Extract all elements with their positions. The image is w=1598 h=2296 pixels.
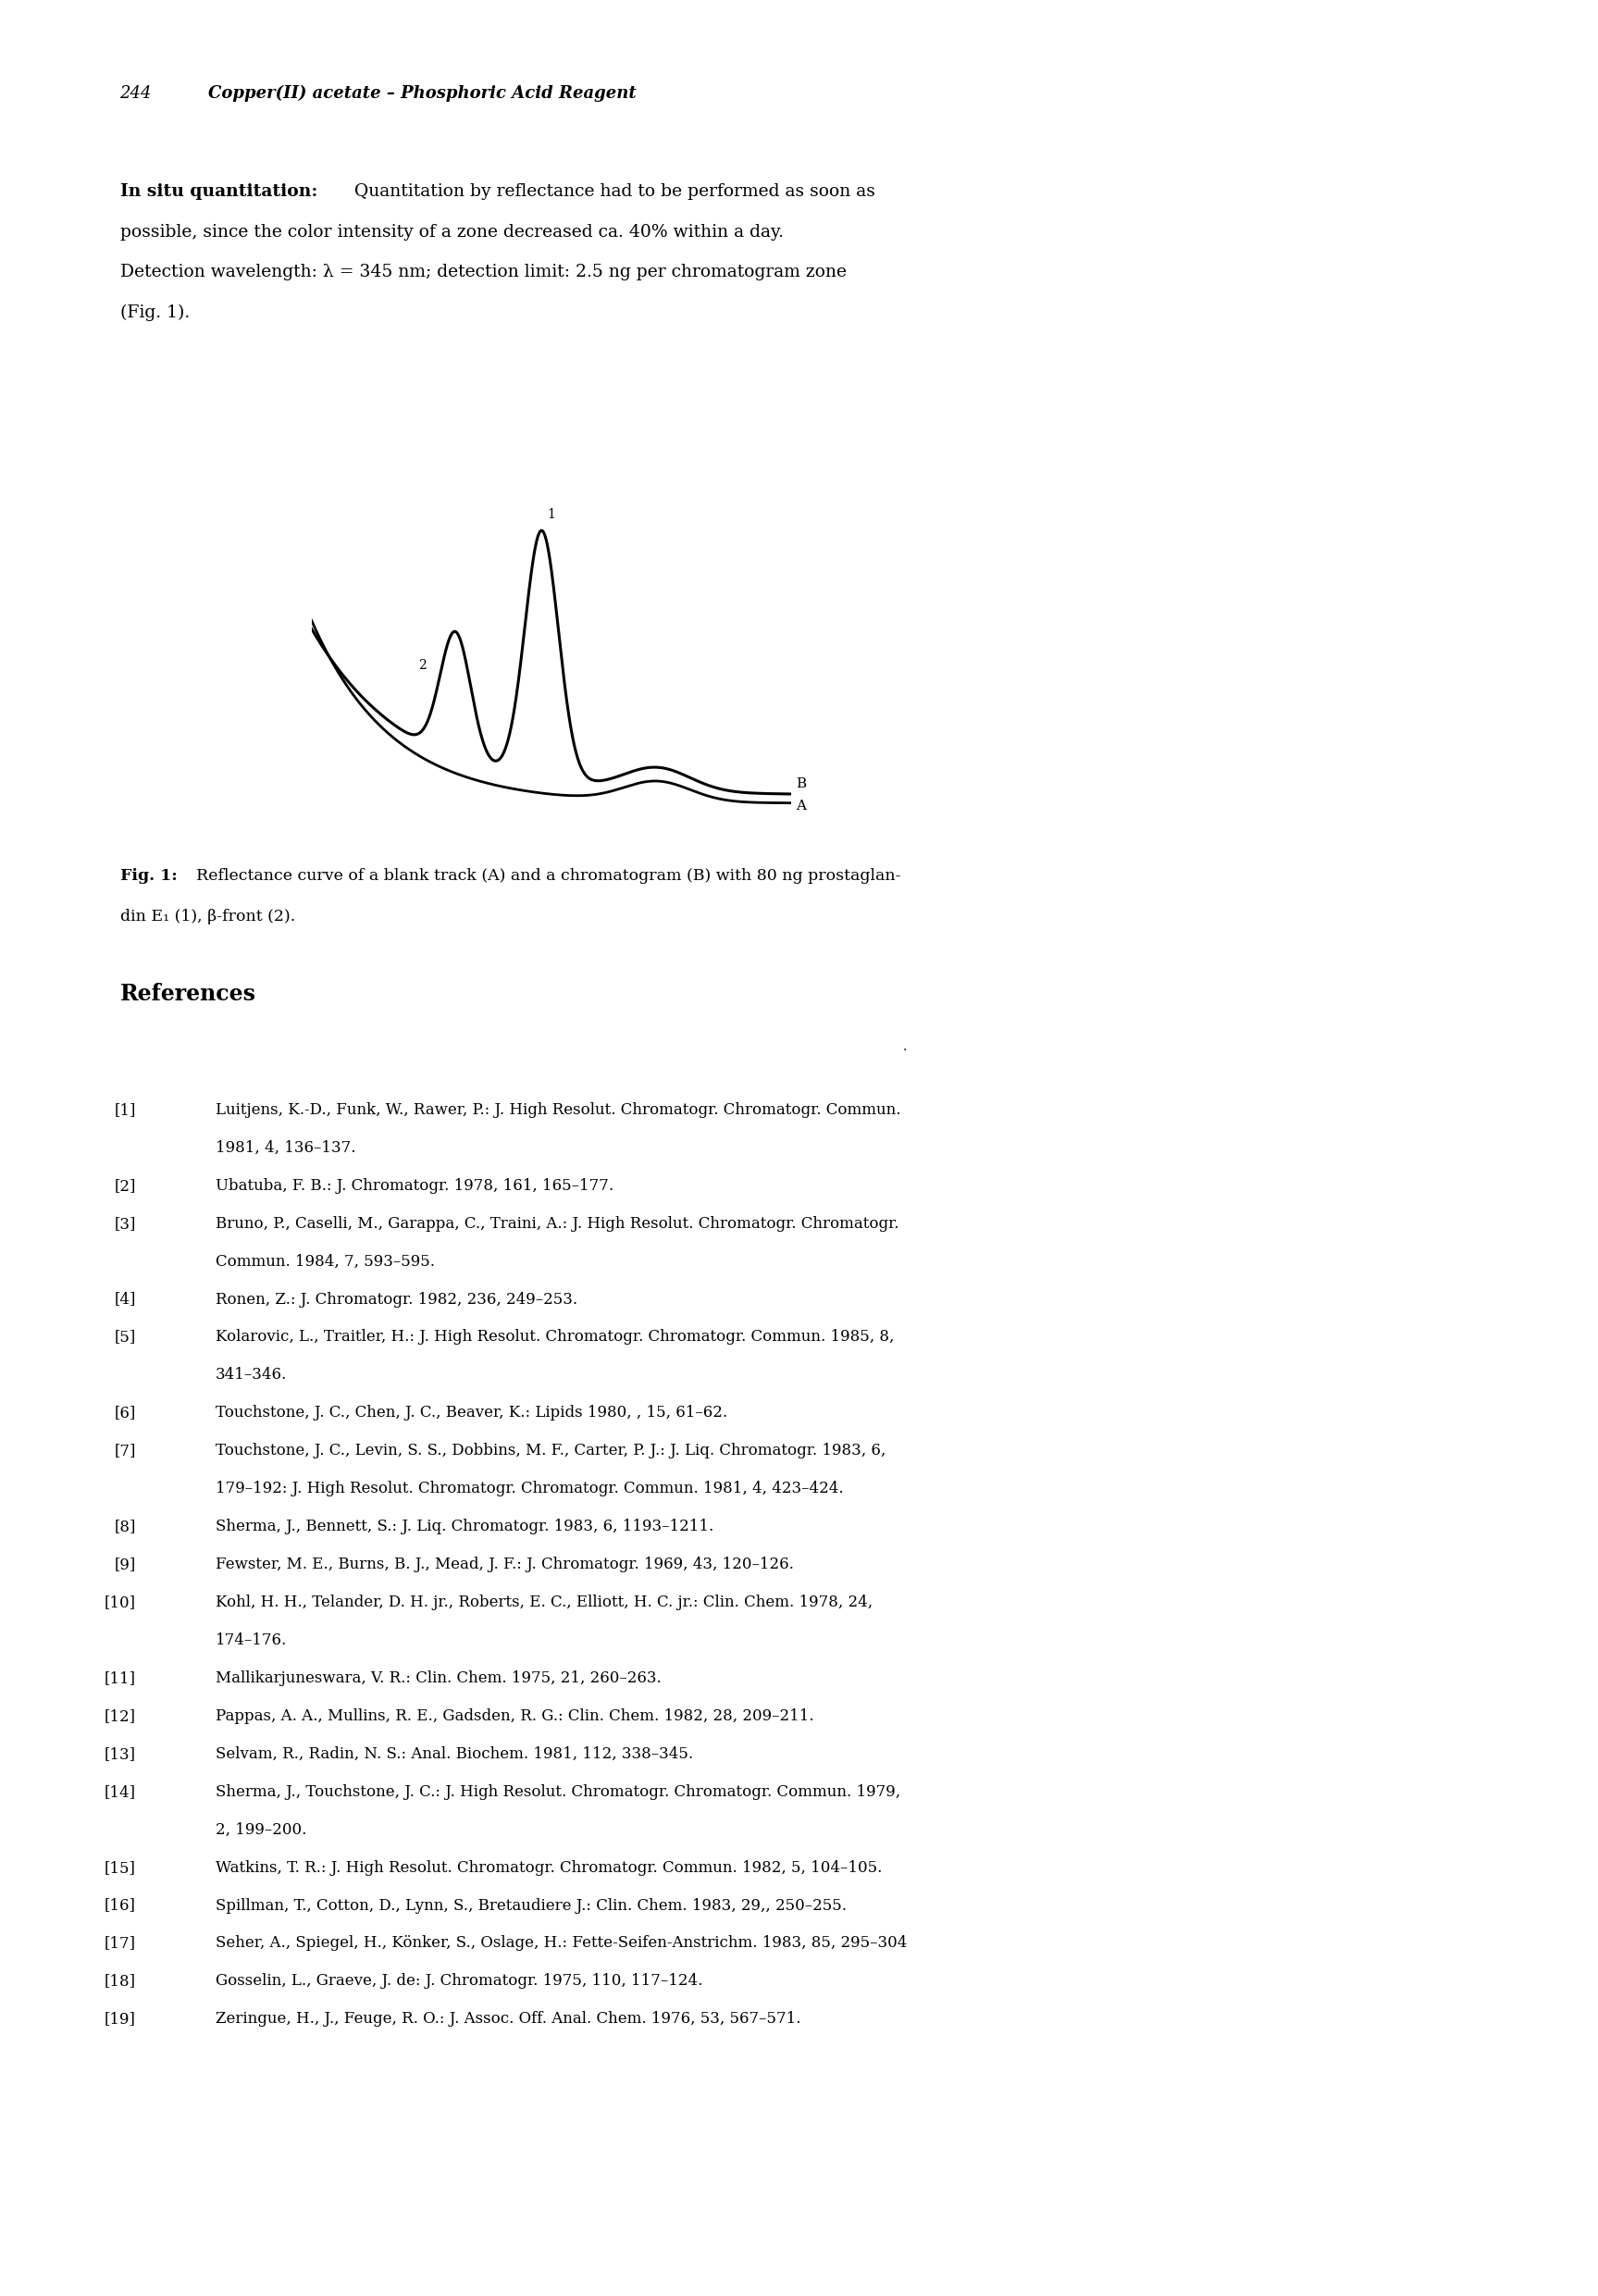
Text: Ronen, Z.: J. Chromatogr. 1982, 236, 249–253.: Ronen, Z.: J. Chromatogr. 1982, 236, 249… [216,1290,577,1306]
Text: possible, since the color intensity of a zone decreased ca. 40% within a day.: possible, since the color intensity of a… [120,223,783,241]
Text: Touchstone, J. C., Levin, S. S., Dobbins, M. F., Carter, P. J.: J. Liq. Chromato: Touchstone, J. C., Levin, S. S., Dobbins… [216,1444,885,1458]
Text: Sherma, J., Bennett, S.: J. Liq. Chromatogr. 1983, 6, 1193–1211.: Sherma, J., Bennett, S.: J. Liq. Chromat… [216,1520,714,1534]
Text: 1: 1 [547,507,555,521]
Text: A: A [796,799,805,813]
Text: [14]: [14] [104,1784,136,1800]
Text: Watkins, T. R.: J. High Resolut. Chromatogr. Chromatogr. Commun. 1982, 5, 104–10: Watkins, T. R.: J. High Resolut. Chromat… [216,1860,882,1876]
Text: [9]: [9] [115,1557,136,1573]
Text: [6]: [6] [115,1405,136,1421]
Text: Touchstone, J. C., Chen, J. C., Beaver, K.: Lipids 1980, , 15, 61–62.: Touchstone, J. C., Chen, J. C., Beaver, … [216,1405,727,1421]
Text: [8]: [8] [113,1520,136,1534]
Text: 1981, 4, 136–137.: 1981, 4, 136–137. [216,1139,356,1155]
Text: Kohl, H. H., Telander, D. H. jr., Roberts, E. C., Elliott, H. C. jr.: Clin. Chem: Kohl, H. H., Telander, D. H. jr., Robert… [216,1596,873,1609]
Text: 179–192: J. High Resolut. Chromatogr. Chromatogr. Commun. 1981, 4, 423–424.: 179–192: J. High Resolut. Chromatogr. Ch… [216,1481,844,1497]
Text: Quantitation by reflectance had to be performed as soon as: Quantitation by reflectance had to be pe… [355,184,876,200]
Text: [11]: [11] [104,1671,136,1685]
Text: In situ quantitation:: In situ quantitation: [120,184,318,200]
Text: Kolarovic, L., Traitler, H.: J. High Resolut. Chromatogr. Chromatogr. Commun. 19: Kolarovic, L., Traitler, H.: J. High Res… [216,1329,895,1345]
Text: Gosselin, L., Graeve, J. de: J. Chromatogr. 1975, 110, 117–124.: Gosselin, L., Graeve, J. de: J. Chromato… [216,1975,703,1988]
Text: [17]: [17] [104,1936,136,1952]
Text: Luitjens, K.-D., Funk, W., Rawer, P.: J. High Resolut. Chromatogr. Chromatogr. C: Luitjens, K.-D., Funk, W., Rawer, P.: J.… [216,1102,901,1118]
Text: Copper(II) acetate – Phosphoric Acid Reagent: Copper(II) acetate – Phosphoric Acid Rea… [208,85,636,101]
Text: 2, 199–200.: 2, 199–200. [216,1823,307,1837]
Text: [4]: [4] [113,1290,136,1306]
Text: References: References [120,983,256,1006]
Text: [2]: [2] [113,1178,136,1194]
Text: Sherma, J., Touchstone, J. C.: J. High Resolut. Chromatogr. Chromatogr. Commun. : Sherma, J., Touchstone, J. C.: J. High R… [216,1784,901,1800]
Text: 341–346.: 341–346. [216,1368,288,1382]
Text: [19]: [19] [104,2011,136,2027]
Text: Pappas, A. A., Mullins, R. E., Gadsden, R. G.: Clin. Chem. 1982, 28, 209–211.: Pappas, A. A., Mullins, R. E., Gadsden, … [216,1708,813,1724]
Text: 244: 244 [120,85,152,101]
Text: [5]: [5] [115,1329,136,1345]
Text: Detection wavelength: λ = 345 nm; detection limit: 2.5 ng per chromatogram zone: Detection wavelength: λ = 345 nm; detect… [120,264,847,280]
Text: 2: 2 [419,659,427,670]
Text: [3]: [3] [113,1217,136,1231]
Text: [12]: [12] [104,1708,136,1724]
Text: [7]: [7] [113,1444,136,1458]
Text: Fewster, M. E., Burns, B. J., Mead, J. F.: J. Chromatogr. 1969, 43, 120–126.: Fewster, M. E., Burns, B. J., Mead, J. F… [216,1557,794,1573]
Text: [15]: [15] [104,1860,136,1876]
Text: Mallikarjuneswara, V. R.: Clin. Chem. 1975, 21, 260–263.: Mallikarjuneswara, V. R.: Clin. Chem. 19… [216,1671,662,1685]
Text: 174–176.: 174–176. [216,1632,288,1649]
Text: [1]: [1] [113,1102,136,1118]
Text: [13]: [13] [104,1747,136,1761]
Text: Selvam, R., Radin, N. S.: Anal. Biochem. 1981, 112, 338–345.: Selvam, R., Radin, N. S.: Anal. Biochem.… [216,1747,694,1761]
Text: B: B [796,778,805,790]
Text: Zeringue, H., J., Feuge, R. O.: J. Assoc. Off. Anal. Chem. 1976, 53, 567–571.: Zeringue, H., J., Feuge, R. O.: J. Assoc… [216,2011,801,2027]
Text: Ubatuba, F. B.: J. Chromatogr. 1978, 161, 165–177.: Ubatuba, F. B.: J. Chromatogr. 1978, 161… [216,1178,614,1194]
Text: [10]: [10] [104,1596,136,1609]
Text: din E₁ (1), β-front (2).: din E₁ (1), β-front (2). [120,909,296,925]
Text: Seher, A., Spiegel, H., Könker, S., Oslage, H.: Fette-Seifen-Anstrichm. 1983, 85: Seher, A., Spiegel, H., Könker, S., Osla… [216,1936,908,1952]
Text: Spillman, T., Cotton, D., Lynn, S., Bretaudiere J.: Clin. Chem. 1983, 29,, 250–2: Spillman, T., Cotton, D., Lynn, S., Bret… [216,1899,847,1913]
Text: [16]: [16] [104,1899,136,1913]
Text: Reflectance curve of a blank track (A) and a chromatogram (B) with 80 ng prostag: Reflectance curve of a blank track (A) a… [197,868,901,884]
Text: (Fig. 1).: (Fig. 1). [120,303,190,321]
Text: [18]: [18] [104,1975,136,1988]
Text: Fig. 1:: Fig. 1: [120,868,177,884]
Text: Bruno, P., Caselli, M., Garappa, C., Traini, A.: J. High Resolut. Chromatogr. Ch: Bruno, P., Caselli, M., Garappa, C., Tra… [216,1217,900,1231]
Text: .: . [903,1040,906,1054]
Text: Commun. 1984, 7, 593–595.: Commun. 1984, 7, 593–595. [216,1254,435,1270]
